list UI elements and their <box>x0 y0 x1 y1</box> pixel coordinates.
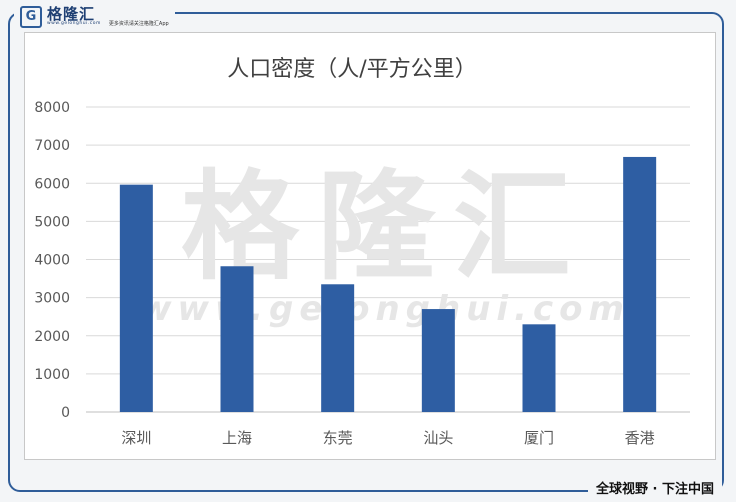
x-axis-ticks: 深圳 上海 东莞 汕头 厦门 香港 <box>121 429 654 447</box>
y-tick-label: 7000 <box>34 138 70 154</box>
chart-title: 人口密度（人/平方公里） <box>227 57 476 82</box>
x-tick-label: 厦门 <box>524 429 554 447</box>
bar <box>220 266 254 412</box>
brand-text-block: 格隆汇 www.gelonghui.com <box>47 7 101 27</box>
y-tick-label: 8000 <box>34 100 70 116</box>
watermark: 格隆汇 www.gelonghui.com <box>140 158 630 329</box>
grid-lines <box>86 106 690 413</box>
footer-banner: 全球视野 · 下注中国 <box>588 475 722 500</box>
x-tick-label: 汕头 <box>423 429 453 447</box>
y-tick-label: 5000 <box>34 214 70 230</box>
brand-slogan: 更多资讯请关注格隆汇App <box>108 21 169 27</box>
y-tick-label: 0 <box>61 405 70 421</box>
bar <box>623 156 657 412</box>
brand-logo-icon: G <box>20 6 42 28</box>
bar <box>321 284 355 412</box>
bar <box>522 324 556 412</box>
brand-url: www.gelonghui.com <box>47 21 101 27</box>
y-tick-label: 6000 <box>34 176 70 192</box>
y-tick-label: 4000 <box>34 253 70 269</box>
x-tick-label: 东莞 <box>323 429 353 447</box>
x-tick-label: 香港 <box>625 429 655 447</box>
y-tick-label: 3000 <box>34 291 70 307</box>
brand-name: 格隆汇 <box>47 5 96 24</box>
brand-header: G 格隆汇 www.gelonghui.com 更多资讯请关注格隆汇App <box>14 4 175 30</box>
bar <box>421 309 455 412</box>
y-axis-ticks: 0 1000 2000 3000 4000 5000 6000 7000 8000 <box>34 100 70 421</box>
x-tick-label: 上海 <box>222 429 252 447</box>
x-tick-label: 深圳 <box>121 429 151 447</box>
bar <box>119 184 153 412</box>
y-tick-label: 1000 <box>34 367 70 383</box>
watermark-url: www.gelonghui.com <box>140 289 630 329</box>
bars <box>119 156 657 412</box>
y-tick-label: 2000 <box>34 329 70 345</box>
